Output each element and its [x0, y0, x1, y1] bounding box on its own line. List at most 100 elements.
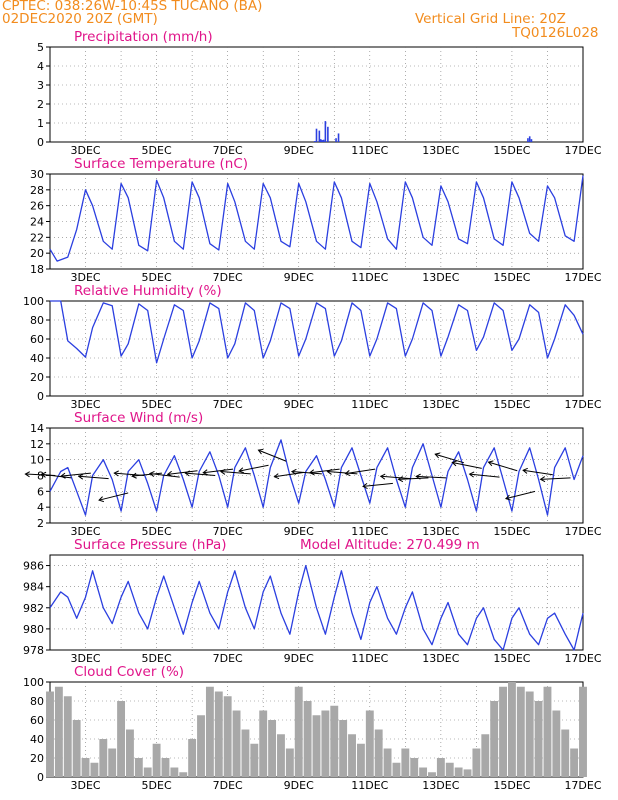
- wind-ytick-label: 12: [30, 438, 44, 451]
- cloud-ytick-label: 40: [30, 733, 44, 746]
- precip-bar: [335, 138, 337, 142]
- precip-bar: [322, 139, 325, 142]
- wind-vector: [452, 462, 482, 469]
- temp-ytick-label: 20: [30, 247, 44, 260]
- precip-xtick-label: 3DEC: [70, 144, 100, 157]
- cloud-xtick-label: 13DEC: [422, 779, 459, 792]
- wind-ytick-label: 6: [37, 485, 44, 498]
- cloud-bar: [419, 767, 428, 777]
- rh-title: Relative Humidity (%): [74, 283, 222, 299]
- precip-xtick-label: 15DEC: [493, 144, 530, 157]
- pres-xtick-label: 15DEC: [493, 652, 530, 665]
- wind-series-line: [49, 439, 584, 516]
- wind-arrowhead: [40, 471, 47, 478]
- wind-arrowhead: [344, 470, 351, 476]
- temp-xtick-label: 13DEC: [422, 271, 459, 284]
- precip-bar: [528, 136, 531, 142]
- pres-ytick-label: 984: [23, 581, 44, 594]
- wind-arrowhead: [379, 473, 386, 480]
- wind-vector: [362, 482, 393, 487]
- cloud-bar: [99, 739, 108, 777]
- rh-ytick-label: 100: [23, 295, 44, 308]
- temp-ytick-label: 22: [30, 231, 44, 244]
- wind-arrowhead: [362, 483, 368, 489]
- temp-xtick-label: 9DEC: [284, 271, 314, 284]
- pres-xtick-label: 3DEC: [70, 652, 100, 665]
- temp-xtick-label: 15DEC: [493, 271, 530, 284]
- wind-arrowhead: [415, 473, 421, 480]
- cloud-bar: [534, 701, 543, 777]
- cloud-bar: [463, 769, 472, 777]
- precip-bar: [324, 121, 327, 142]
- cloud-ytick-label: 80: [30, 695, 44, 708]
- wind-arrowhead: [257, 448, 264, 455]
- precip-bar: [527, 138, 529, 142]
- cloud-bar: [428, 772, 436, 777]
- temp-xtick-label: 5DEC: [142, 271, 172, 284]
- cloud-bar: [134, 758, 143, 777]
- wind-vector: [274, 471, 305, 478]
- wind-arrowhead: [202, 469, 208, 476]
- wind-vector: [239, 464, 269, 472]
- cloud-bar: [268, 720, 277, 777]
- wind-arrowhead: [60, 472, 66, 479]
- cloud-bar: [525, 691, 534, 777]
- wind-arrowhead: [98, 496, 104, 503]
- wind-frame: [49, 427, 584, 524]
- precip-bar: [327, 126, 329, 142]
- cloud-bar: [259, 710, 268, 777]
- cloud-bar: [543, 686, 552, 777]
- temp-xtick-label: 3DEC: [70, 271, 100, 284]
- precip-xtick-label: 17DEC: [564, 144, 601, 157]
- wind-xtick-label: 11DEC: [351, 525, 388, 538]
- wind-vector: [398, 477, 429, 480]
- station-header: CPTEC: 038:26W-10:45S TUCANO (BA): [2, 0, 263, 14]
- precip-ytick-label: 1: [37, 117, 44, 130]
- rh-xtick-label: 5DEC: [142, 398, 172, 411]
- wind-arrowhead: [539, 476, 546, 483]
- temp-title: Surface Temperature (nC): [74, 156, 248, 172]
- precip-ytick-label: 3: [37, 79, 44, 92]
- cloud-bar: [339, 720, 348, 777]
- rh-xtick-label: 13DEC: [422, 398, 459, 411]
- pres-title: Surface Pressure (hPa): [74, 537, 227, 553]
- precip-bar: [337, 133, 340, 142]
- cloud-bar: [570, 748, 579, 777]
- cloud-bar: [303, 701, 312, 777]
- cloud-xtick-label: 5DEC: [142, 779, 172, 792]
- wind-xtick-label: 17DEC: [564, 525, 601, 538]
- cloud-bar: [401, 748, 410, 777]
- pres-xtick-label: 5DEC: [142, 652, 172, 665]
- wind-vector: [220, 471, 251, 475]
- pres-xtick-label: 11DEC: [351, 652, 388, 665]
- cloud-bar: [197, 715, 205, 777]
- cloud-bar: [54, 686, 63, 777]
- pres-series-line: [49, 564, 584, 651]
- temp-frame: [49, 173, 584, 270]
- cloud-ytick-label: 20: [30, 752, 44, 765]
- precip-ytick-label: 5: [37, 41, 44, 54]
- wind-arrowhead: [166, 470, 173, 477]
- wind-arrowhead: [184, 470, 191, 477]
- model-run-label: TQ0126L028: [512, 25, 599, 41]
- cloud-bar: [63, 696, 72, 777]
- precip-bar: [321, 140, 323, 142]
- vertical-grid-label: Vertical Grid Line: 20Z: [415, 11, 566, 27]
- pres-ytick-label: 978: [23, 644, 44, 657]
- rh-ytick-label: 40: [30, 352, 44, 365]
- cloud-xtick-label: 11DEC: [351, 779, 388, 792]
- wind-ytick-label: 4: [37, 501, 44, 514]
- pres-xtick-label: 17DEC: [564, 652, 601, 665]
- cloud-bar: [445, 762, 454, 777]
- cloud-bar: [81, 758, 90, 777]
- cloud-bar: [454, 767, 463, 777]
- cloud-bar: [232, 710, 241, 777]
- wind-vector: [523, 469, 553, 476]
- precip-bar: [313, 141, 316, 142]
- wind-title: Surface Wind (m/s): [74, 410, 203, 426]
- temp-xtick-label: 7DEC: [213, 271, 243, 284]
- precip-bar: [318, 130, 321, 142]
- wind-vector: [435, 453, 465, 464]
- wind-vector: [469, 473, 500, 478]
